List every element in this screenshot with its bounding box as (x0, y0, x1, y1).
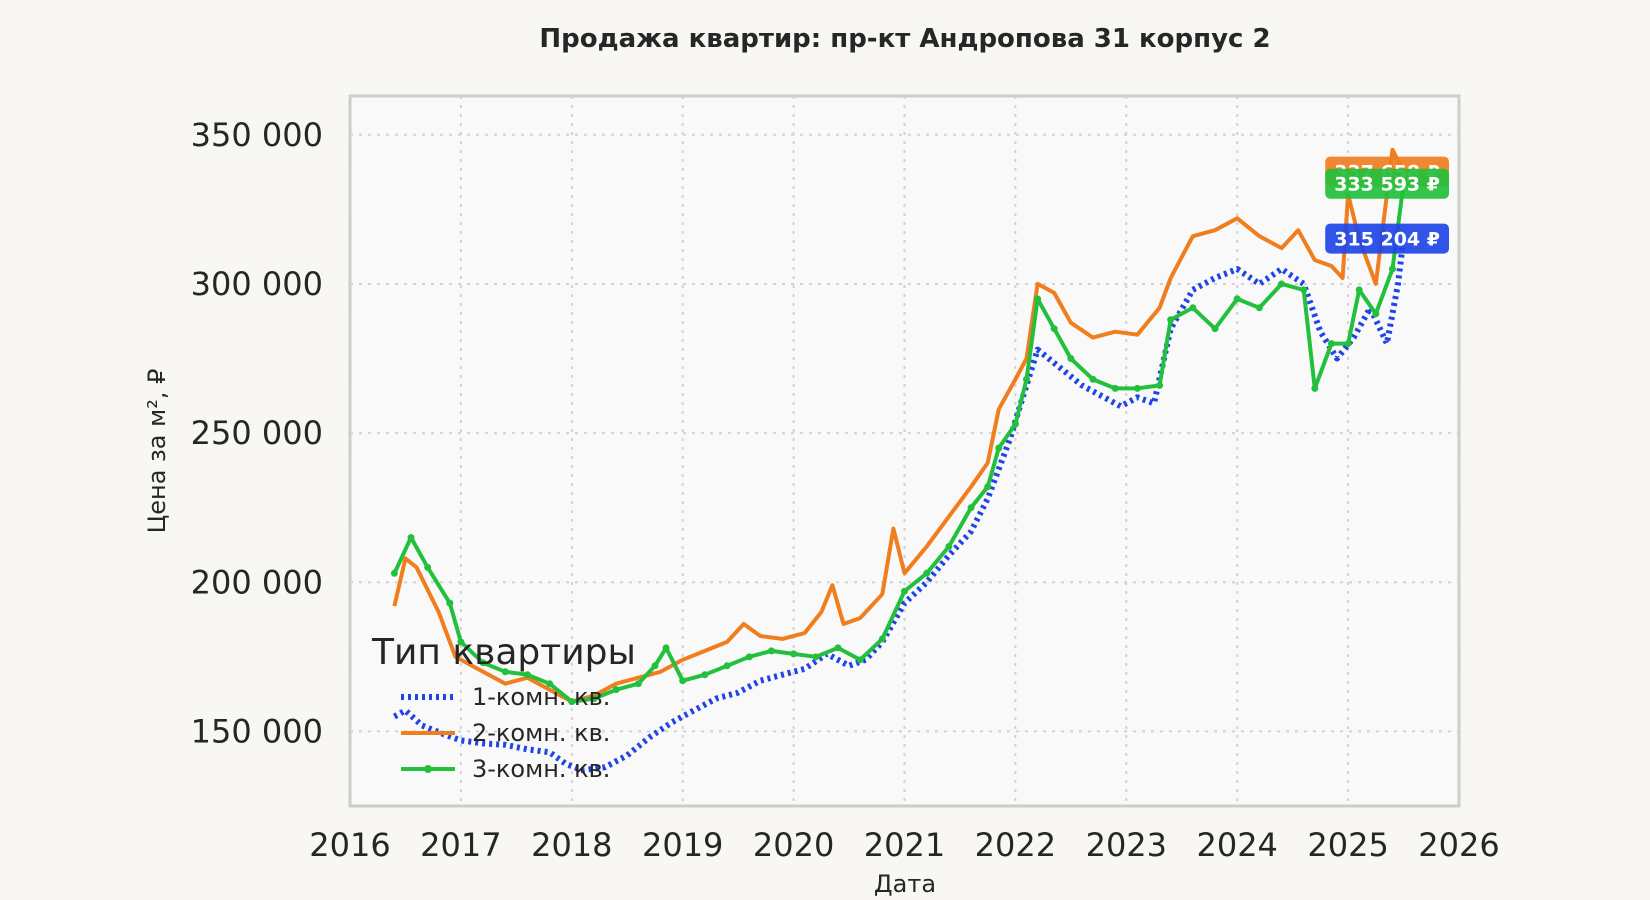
series-point-3 (1255, 304, 1263, 312)
series-point-3 (1300, 286, 1308, 294)
series-point-3 (723, 662, 731, 670)
series-point-3 (901, 587, 908, 595)
series-point-3 (878, 635, 886, 643)
series-point-3 (651, 662, 659, 670)
series-point-3 (967, 504, 975, 512)
series-point-3 (1067, 355, 1075, 363)
x-axis-label: Дата (874, 870, 936, 898)
series-point-3 (1344, 340, 1352, 348)
series-point-3 (523, 671, 531, 679)
x-tick-label: 2019 (642, 826, 723, 864)
series-point-3 (407, 534, 415, 542)
x-tick-label: 2020 (753, 826, 834, 864)
legend-item-2: 2-комн. кв. (401, 719, 610, 747)
series-point-3 (424, 563, 432, 571)
series-point-3 (1211, 325, 1219, 333)
legend-label: 3-комн. кв. (472, 755, 610, 783)
series-point-3 (1233, 295, 1241, 303)
end-value-badge-1: 315 204 ₽ (1325, 223, 1449, 254)
axis-ticks: 2016 2017 2018 2019 2020 2021 2022 2023 2024 2025… (191, 116, 1500, 864)
series-point-3 (1156, 381, 1164, 389)
series-point-3 (701, 671, 709, 679)
end-value-badge-3: 333 593 ₽ (1325, 168, 1449, 199)
series-point-3 (856, 656, 864, 664)
x-tick-label: 2025 (1307, 826, 1388, 864)
end-value-label: 333 593 ₽ (1334, 174, 1440, 196)
series-point-3 (1011, 420, 1019, 428)
series-point-3 (995, 444, 1003, 452)
series-point-3 (812, 653, 820, 661)
series-point-3 (1167, 316, 1175, 324)
x-tick-label: 2022 (975, 826, 1056, 864)
series-point-3 (923, 569, 931, 577)
series-point-3 (457, 638, 465, 646)
series-point-3 (1355, 286, 1363, 294)
x-tick-label: 2021 (864, 826, 945, 864)
end-value-badge-bg (1325, 223, 1449, 254)
series-point-3 (745, 653, 753, 661)
legend-label: 2-комн. кв. (472, 719, 610, 747)
y-axis-label: Цена за м², ₽ (143, 369, 171, 534)
series-lines (390, 147, 1408, 774)
x-tick-label: 2018 (531, 826, 612, 864)
y-tick-label: 200 000 (191, 563, 323, 601)
legend-marker (424, 765, 432, 773)
y-tick-label: 150 000 (191, 712, 323, 750)
y-tick-label: 250 000 (191, 414, 323, 452)
series-point-3 (767, 647, 775, 655)
series-point-3 (1133, 384, 1141, 392)
legend-label: 1-комн. кв. (472, 683, 610, 711)
legend: Тип квартиры 1-комн. кв. 2-комн. кв. 3-ком… (371, 632, 636, 783)
series-point-3 (679, 677, 687, 685)
series-point-3 (546, 680, 554, 688)
series-point-3 (590, 695, 598, 703)
series-point-3 (446, 599, 454, 607)
series-point-3 (1388, 265, 1396, 273)
series-point-3 (390, 569, 398, 577)
series-line-1 (392, 238, 1407, 774)
series-point-3 (1111, 384, 1119, 392)
series-point-3 (1278, 280, 1286, 288)
end-value-badge-bg (1325, 168, 1449, 199)
series-point-3 (984, 483, 992, 491)
y-tick-label: 300 000 (191, 265, 323, 303)
chart-title: Продажа квартир: пр-кт Андропова 31 корп… (539, 24, 1270, 54)
x-tick-label: 2017 (420, 826, 501, 864)
series-point-3 (1050, 325, 1058, 333)
series-point-3 (1189, 304, 1197, 312)
series-point-3 (1089, 375, 1097, 383)
series-point-3 (834, 644, 842, 652)
x-tick-label: 2023 (1086, 826, 1167, 864)
series-point-3 (662, 644, 670, 652)
series-point-3 (612, 686, 620, 694)
x-tick-label: 2024 (1196, 826, 1277, 864)
series-point-3 (790, 650, 798, 658)
series-point-3 (634, 680, 642, 688)
series-point-3 (945, 542, 953, 550)
end-value-badges: 337 658 ₽333 593 ₽315 204 ₽ (1325, 156, 1449, 254)
series-point-3 (1311, 384, 1319, 392)
series-point-3 (1022, 375, 1030, 383)
series-line-3 (392, 183, 1406, 704)
series-point-3 (479, 659, 487, 667)
grid (349, 96, 1460, 806)
series-point-3 (1034, 295, 1042, 303)
series-point-3 (568, 698, 576, 706)
legend-item-3: 3-комн. кв. (401, 755, 610, 783)
legend-item-1: 1-комн. кв. (401, 683, 610, 711)
end-value-label: 315 204 ₽ (1334, 229, 1440, 251)
x-tick-label: 2026 (1418, 826, 1499, 864)
y-tick-label: 350 000 (191, 116, 323, 154)
x-tick-label: 2016 (309, 826, 390, 864)
series-point-3 (1327, 340, 1335, 348)
legend-title: Тип квартиры (371, 632, 636, 673)
series-point-3 (1372, 310, 1380, 318)
series-point-3 (501, 668, 509, 676)
